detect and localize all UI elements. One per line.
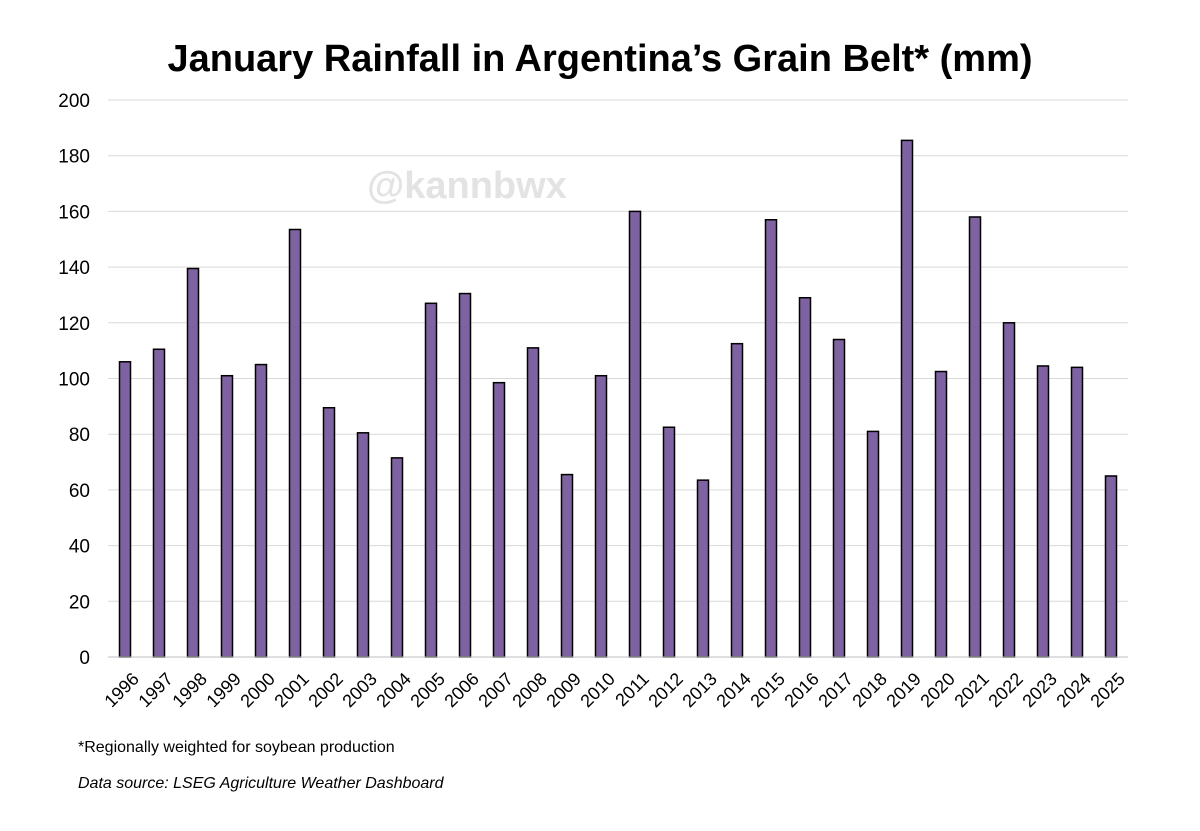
x-axis-tick-labels: 1996199719981999200020012002200320042005… <box>100 669 1128 711</box>
gridlines <box>108 99 1128 602</box>
bar-2013 <box>696 479 710 658</box>
bar-2006 <box>458 292 472 658</box>
x-tick-label: 2009 <box>542 669 584 711</box>
x-tick-label: 2004 <box>372 669 414 711</box>
bar-2010 <box>594 374 608 658</box>
bar-2009 <box>560 473 574 658</box>
bar-2018 <box>866 430 880 658</box>
x-tick-label: 2000 <box>236 669 278 711</box>
bar-2023 <box>1036 365 1050 658</box>
bar-1999 <box>220 374 234 658</box>
x-tick-label: 2018 <box>848 669 890 711</box>
footnote: *Regionally weighted for soybean product… <box>78 739 395 756</box>
x-tick-label: 2012 <box>644 669 686 711</box>
bar-2005 <box>424 302 438 658</box>
bar-2017 <box>832 338 846 658</box>
y-tick-label: 120 <box>58 314 90 335</box>
x-tick-label: 1997 <box>134 669 176 711</box>
y-tick-label: 100 <box>58 370 90 391</box>
bar-2011 <box>628 210 642 658</box>
y-tick-label: 20 <box>69 592 90 613</box>
x-tick-label: 2022 <box>984 669 1026 711</box>
bar-1996 <box>118 361 132 658</box>
bar-2015 <box>764 219 778 658</box>
x-tick-label: 2024 <box>1052 669 1094 711</box>
y-tick-label: 180 <box>58 147 90 168</box>
bar-2014 <box>730 342 744 658</box>
bar-2000 <box>254 363 268 658</box>
x-tick-label: 2003 <box>338 669 380 711</box>
x-tick-label: 2021 <box>950 669 992 711</box>
x-tick-label: 2001 <box>270 669 312 711</box>
bar-2012 <box>662 426 676 658</box>
x-tick-label: 2025 <box>1086 669 1128 711</box>
x-tick-label: 2016 <box>780 669 822 711</box>
bar-1998 <box>186 267 200 658</box>
x-tick-label: 2011 <box>611 669 653 711</box>
x-tick-label: 2017 <box>814 669 856 711</box>
bar-2020 <box>934 370 948 658</box>
bar-2016 <box>798 296 812 658</box>
bar-2003 <box>356 432 370 658</box>
y-tick-label: 140 <box>58 258 90 279</box>
watermark: @kannbwx <box>367 165 567 207</box>
bar-2022 <box>1002 322 1016 658</box>
x-tick-label: 2002 <box>304 669 346 711</box>
y-tick-label: 0 <box>79 648 90 669</box>
x-tick-label: 2015 <box>746 669 788 711</box>
bar-2007 <box>492 381 506 658</box>
x-tick-label: 2008 <box>508 669 550 711</box>
x-tick-label: 2013 <box>678 669 720 711</box>
x-tick-label: 2014 <box>712 669 754 711</box>
data-source: Data source: LSEG Agriculture Weather Da… <box>78 775 444 792</box>
bar-2008 <box>526 347 540 658</box>
y-tick-label: 160 <box>58 202 90 223</box>
chart-title: January Rainfall in Argentina’s Grain Be… <box>167 38 1033 80</box>
x-tick-label: 1999 <box>202 669 244 711</box>
y-tick-label: 80 <box>69 425 90 446</box>
x-tick-label: 2007 <box>474 669 516 711</box>
bar-2021 <box>968 216 982 658</box>
bar-2019 <box>900 139 914 658</box>
x-tick-label: 2020 <box>916 669 958 711</box>
x-tick-label: 1998 <box>168 669 210 711</box>
x-tick-label: 2010 <box>576 669 618 711</box>
x-tick-label: 1996 <box>100 669 142 711</box>
bars <box>118 139 1118 658</box>
y-tick-label: 40 <box>69 537 90 558</box>
y-tick-label: 60 <box>69 481 90 502</box>
bar-2025 <box>1104 475 1118 658</box>
x-tick-label: 2023 <box>1018 669 1060 711</box>
bar-2024 <box>1070 366 1084 658</box>
x-tick-label: 2019 <box>882 669 924 711</box>
bar-2004 <box>390 457 404 658</box>
bar-2002 <box>322 406 336 658</box>
bar-2001 <box>288 228 302 658</box>
bar-1997 <box>152 348 166 658</box>
y-tick-label: 200 <box>58 91 90 112</box>
y-axis-tick-labels: 0 20 40 60 80 100 120 140 160 180 200 <box>58 91 90 669</box>
x-tick-label: 2006 <box>440 669 482 711</box>
x-tick-label: 2005 <box>406 669 448 711</box>
